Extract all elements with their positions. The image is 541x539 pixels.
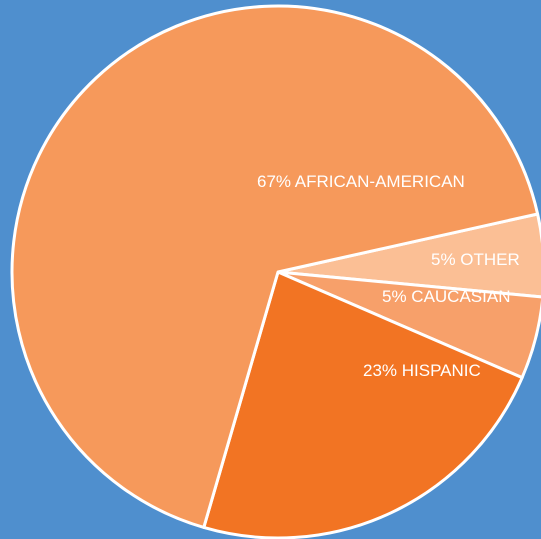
- label-other: 5% OTHER: [431, 250, 520, 269]
- label-hispanic: 23% HISPANIC: [363, 361, 481, 380]
- pie-labels: 67% AFRICAN-AMERICAN 5% OTHER 5% CAUCASIAN…: [257, 172, 520, 380]
- slice-african-american: [10, 4, 540, 529]
- label-african-american: 67% AFRICAN-AMERICAN: [257, 172, 465, 191]
- pie-slices: [10, 4, 541, 539]
- slice-hispanic: [202, 270, 524, 539]
- label-caucasian: 5% CAUCASIAN: [382, 287, 510, 306]
